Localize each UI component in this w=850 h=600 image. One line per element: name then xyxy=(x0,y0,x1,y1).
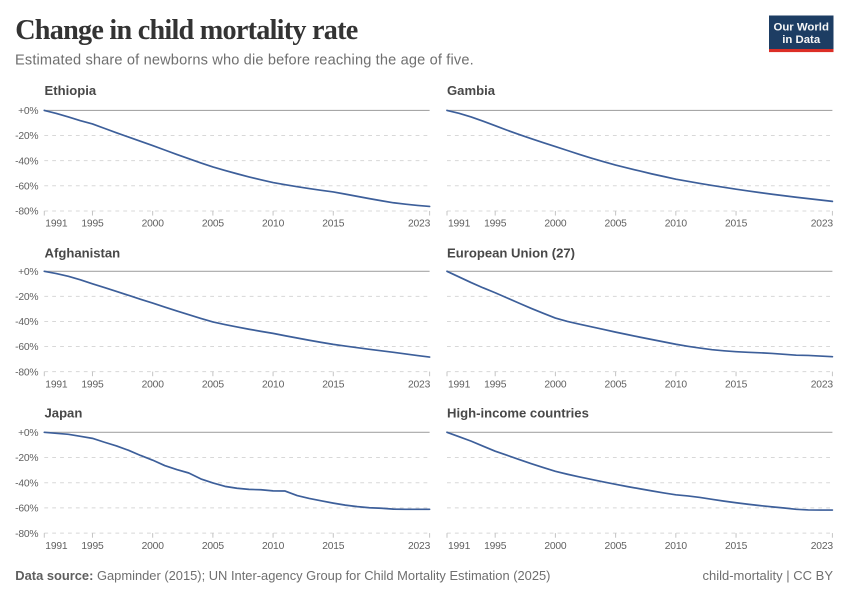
svg-text:2023: 2023 xyxy=(811,219,834,230)
svg-text:+0%: +0% xyxy=(18,428,38,439)
svg-text:2010: 2010 xyxy=(262,379,285,390)
svg-text:2005: 2005 xyxy=(202,379,225,390)
svg-text:2000: 2000 xyxy=(142,541,165,552)
svg-text:-80%: -80% xyxy=(15,207,38,218)
svg-text:2023: 2023 xyxy=(811,541,834,552)
svg-text:1995: 1995 xyxy=(484,541,507,552)
svg-text:2023: 2023 xyxy=(408,219,431,230)
svg-text:-40%: -40% xyxy=(15,317,38,328)
svg-text:2005: 2005 xyxy=(202,541,225,552)
svg-text:-60%: -60% xyxy=(15,504,38,515)
svg-text:-20%: -20% xyxy=(15,131,38,142)
svg-text:-20%: -20% xyxy=(15,292,38,303)
svg-text:2005: 2005 xyxy=(202,219,225,230)
svg-text:+0%: +0% xyxy=(18,106,38,117)
svg-text:2015: 2015 xyxy=(322,379,345,390)
svg-text:1995: 1995 xyxy=(484,219,507,230)
svg-text:Afghanistan: Afghanistan xyxy=(45,245,121,260)
svg-text:2000: 2000 xyxy=(544,541,567,552)
svg-text:Japan: Japan xyxy=(45,406,83,421)
svg-text:European Union (27): European Union (27) xyxy=(447,245,575,260)
svg-text:1991: 1991 xyxy=(45,541,68,552)
svg-text:-60%: -60% xyxy=(15,182,38,193)
svg-text:2023: 2023 xyxy=(408,541,431,552)
svg-text:1995: 1995 xyxy=(484,379,507,390)
svg-text:1991: 1991 xyxy=(448,541,471,552)
svg-text:2010: 2010 xyxy=(262,541,285,552)
svg-text:2023: 2023 xyxy=(408,379,431,390)
svg-text:2000: 2000 xyxy=(544,379,567,390)
svg-text:2005: 2005 xyxy=(605,379,628,390)
svg-text:1995: 1995 xyxy=(81,541,104,552)
svg-text:2015: 2015 xyxy=(725,219,748,230)
svg-text:2015: 2015 xyxy=(322,541,345,552)
svg-text:Data source: Gapminder (2015);: Data source: Gapminder (2015); UN Inter-… xyxy=(15,568,550,583)
svg-text:2015: 2015 xyxy=(322,219,345,230)
svg-text:2010: 2010 xyxy=(665,379,688,390)
svg-text:2010: 2010 xyxy=(262,219,285,230)
svg-text:1991: 1991 xyxy=(448,219,471,230)
svg-text:-60%: -60% xyxy=(15,342,38,353)
svg-text:1995: 1995 xyxy=(81,379,104,390)
svg-text:+0%: +0% xyxy=(18,267,38,278)
svg-text:2010: 2010 xyxy=(665,541,688,552)
svg-text:Change in child mortality rate: Change in child mortality rate xyxy=(15,15,358,46)
svg-text:-80%: -80% xyxy=(15,529,38,540)
svg-text:2015: 2015 xyxy=(725,379,748,390)
svg-text:2005: 2005 xyxy=(605,219,628,230)
svg-text:2010: 2010 xyxy=(665,219,688,230)
svg-text:2000: 2000 xyxy=(142,379,165,390)
svg-text:-20%: -20% xyxy=(15,453,38,464)
svg-text:Gambia: Gambia xyxy=(447,83,496,98)
svg-text:Our World: Our World xyxy=(773,21,829,33)
svg-text:2000: 2000 xyxy=(544,219,567,230)
svg-text:-80%: -80% xyxy=(15,367,38,378)
svg-text:1995: 1995 xyxy=(81,219,104,230)
svg-text:2000: 2000 xyxy=(142,219,165,230)
svg-text:2015: 2015 xyxy=(725,541,748,552)
svg-text:child-mortality | CC BY: child-mortality | CC BY xyxy=(702,568,833,583)
svg-text:-40%: -40% xyxy=(15,156,38,167)
svg-text:Estimated share of newborns wh: Estimated share of newborns who die befo… xyxy=(15,53,474,69)
svg-text:in Data: in Data xyxy=(782,34,821,46)
svg-text:-40%: -40% xyxy=(15,478,38,489)
svg-text:High-income countries: High-income countries xyxy=(447,406,589,421)
svg-text:2023: 2023 xyxy=(811,379,834,390)
svg-text:2005: 2005 xyxy=(605,541,628,552)
svg-text:1991: 1991 xyxy=(45,379,68,390)
svg-text:Ethiopia: Ethiopia xyxy=(45,83,97,98)
svg-text:1991: 1991 xyxy=(45,219,68,230)
svg-text:1991: 1991 xyxy=(448,379,471,390)
